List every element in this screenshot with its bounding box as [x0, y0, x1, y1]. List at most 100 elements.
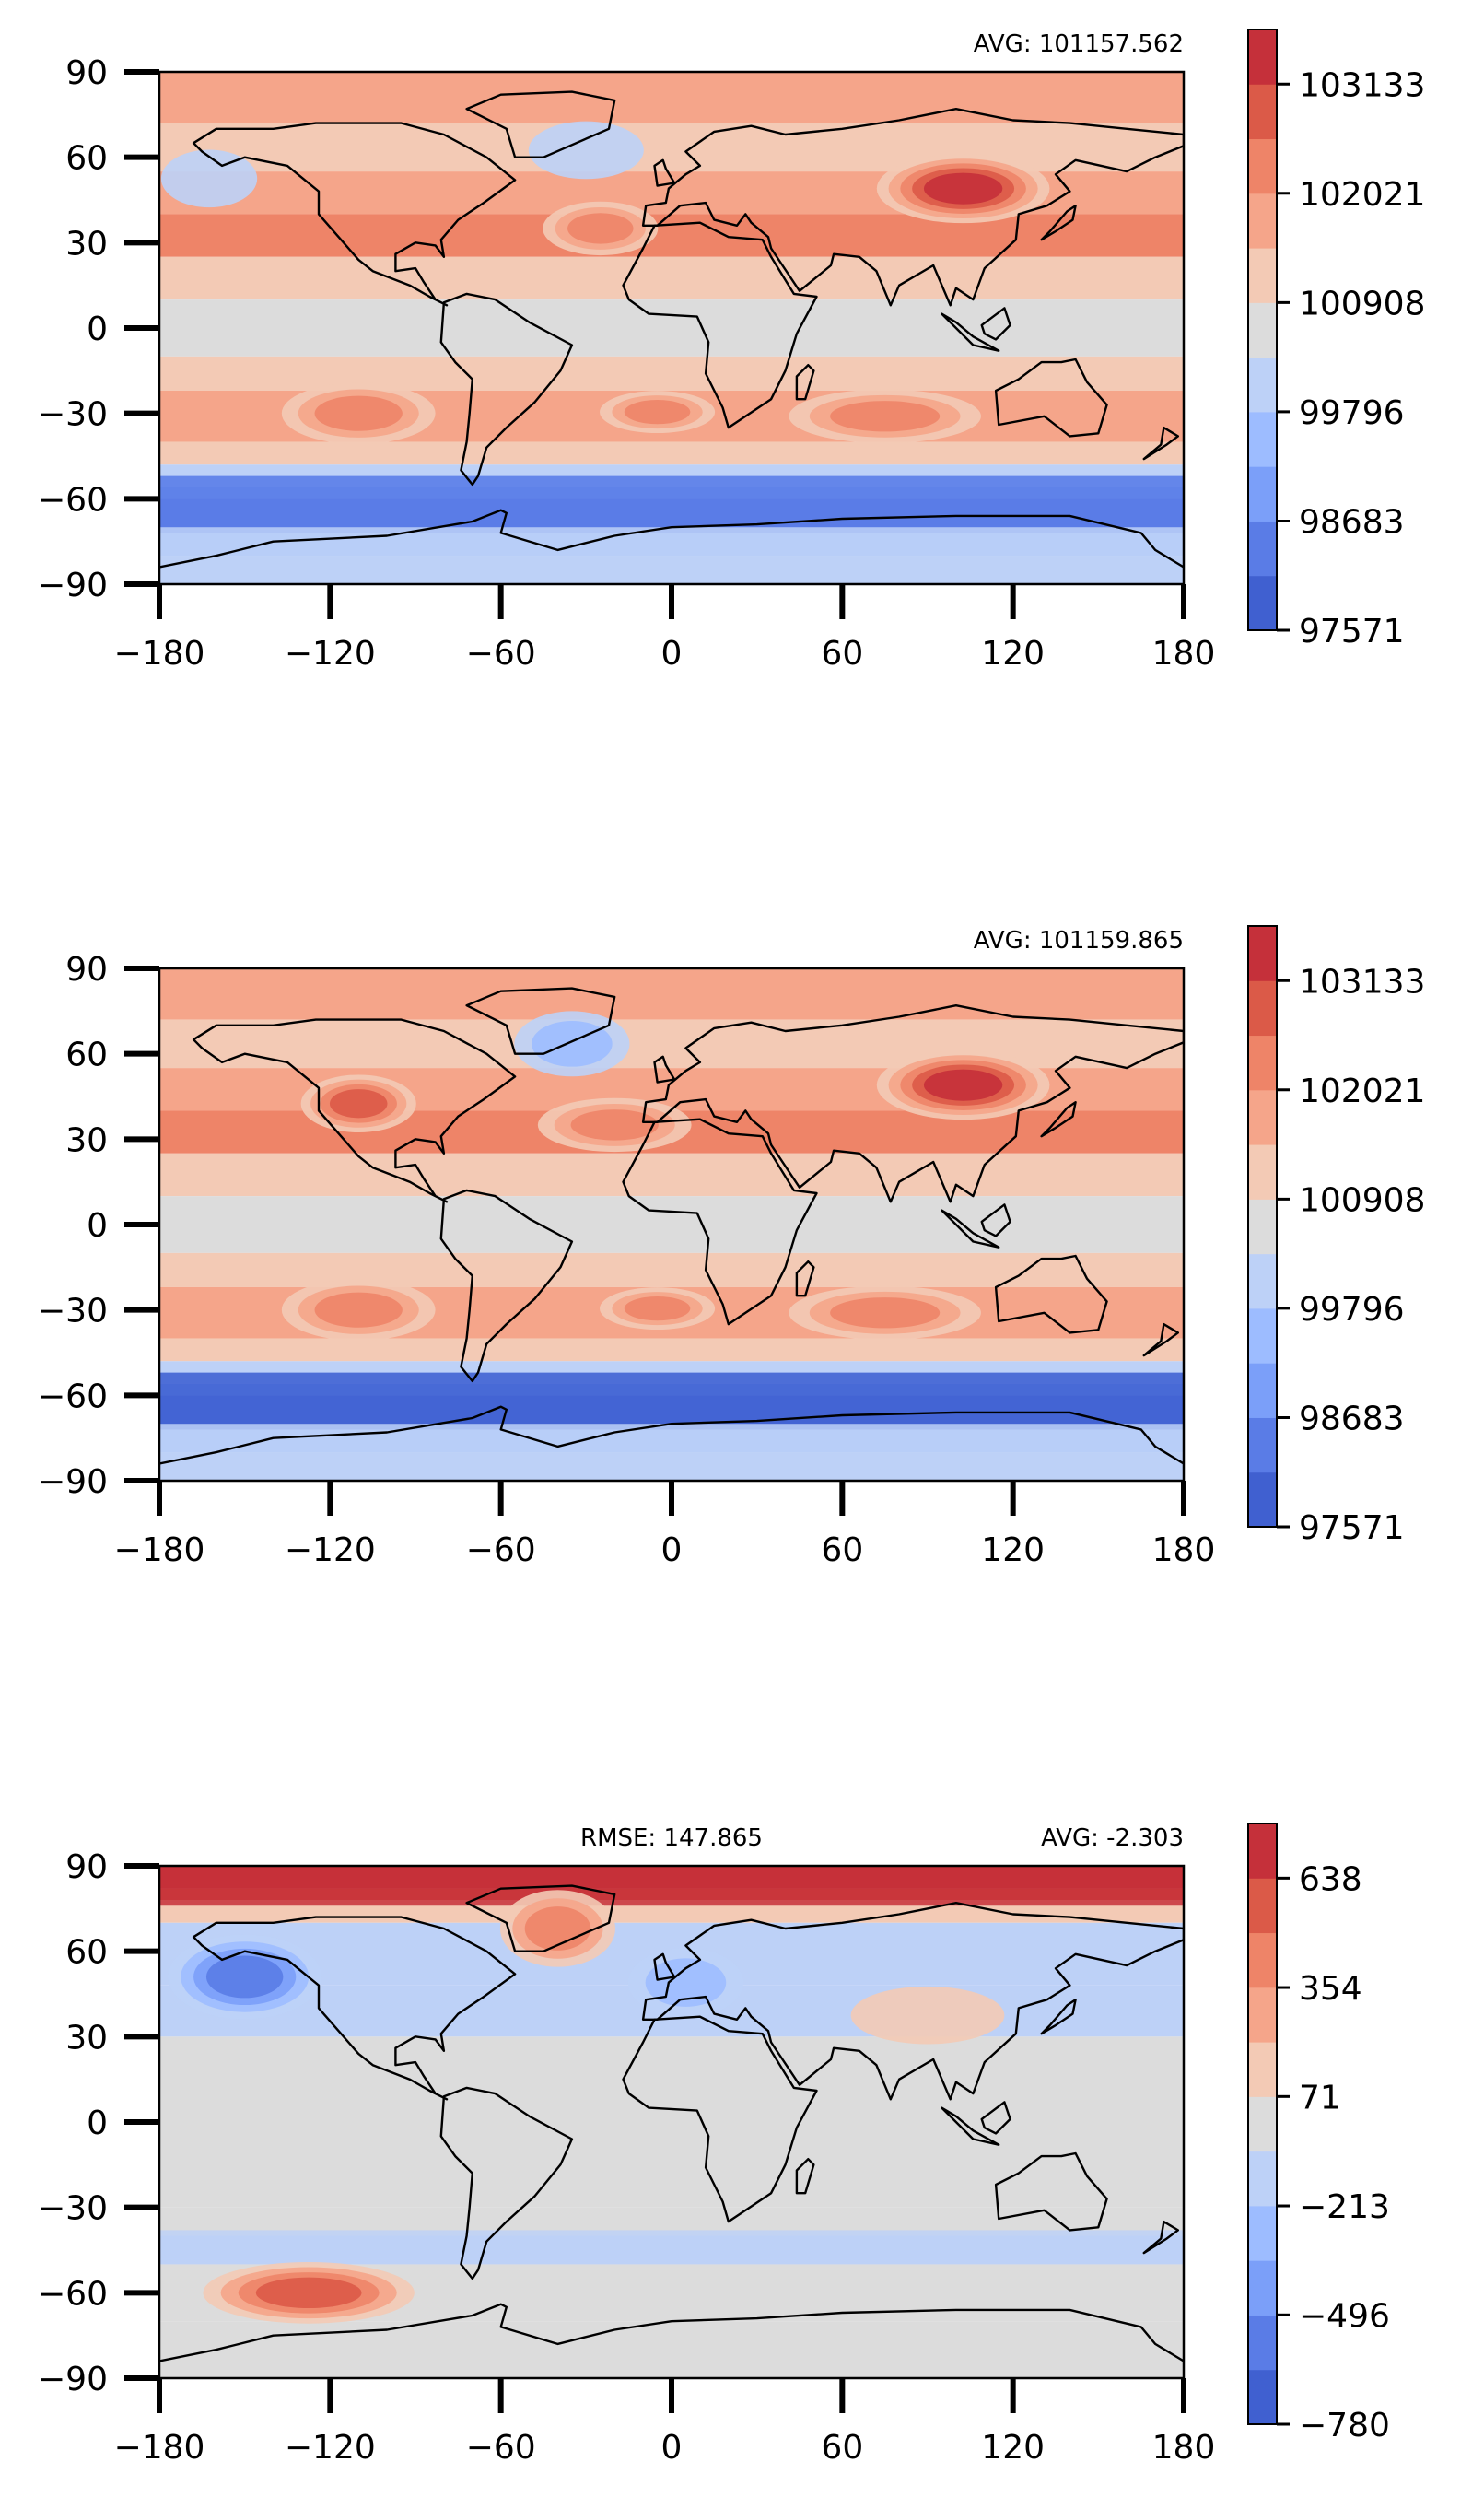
colorbar-tick-label: 103133 [1299, 66, 1425, 104]
colorbar-tick-label: 102021 [1299, 176, 1425, 214]
colorbar-segment [1248, 1363, 1277, 1418]
colorbar-segment [1248, 1307, 1277, 1364]
colorbar-tick-label: 638 [1299, 1860, 1362, 1898]
x-tick-label: −120 [285, 2429, 376, 2467]
contour-siberian-high [923, 1069, 1003, 1101]
colorbar-segment [1248, 521, 1277, 577]
colorbar-segment [1248, 926, 1277, 981]
y-tick-label: 90 [65, 951, 108, 989]
colorbar-segment [1248, 2315, 1277, 2371]
contour-north-america-high [329, 1089, 388, 1119]
contour-antarctica [159, 1424, 1184, 1481]
y-tick-label: −30 [38, 1293, 108, 1331]
y-tick-label: −90 [38, 567, 108, 604]
x-tick-label: −60 [466, 1531, 536, 1569]
x-tick-label: −60 [466, 2429, 536, 2467]
avg-annotation: AVG: 101159.865 [974, 927, 1184, 955]
colorbar-segment [1248, 1417, 1277, 1473]
x-tick-label: 0 [661, 1531, 683, 1569]
y-tick-label: −60 [38, 2275, 108, 2313]
contour-azores-high [567, 213, 634, 244]
contour-southern-ocean-low [159, 475, 1184, 533]
coastline-new-zealand [1142, 426, 1180, 461]
contour-azores-high [570, 1109, 659, 1141]
colorbar-segment [1248, 1878, 1277, 1934]
y-tick-label: 0 [87, 311, 108, 348]
colorbar: 97571 98683 99796 100908 102021 103133 [1247, 29, 1425, 651]
contour-equatorial-band [159, 305, 1184, 351]
colorbar-tick-label: 99796 [1299, 1291, 1405, 1329]
coastline-uk [653, 158, 676, 187]
colorbar-segment [1248, 2205, 1277, 2261]
coastline-indonesia [941, 2106, 1000, 2146]
coastline-eurasia [641, 1901, 1184, 2101]
colorbar-segment [1248, 357, 1277, 413]
contour-band [159, 441, 1184, 465]
x-tick-label: 60 [821, 2429, 863, 2467]
x-tick-label: 120 [981, 2429, 1045, 2467]
x-tick-label: −180 [114, 2429, 205, 2467]
x-tick-label: 60 [821, 635, 863, 673]
coastline-indonesia [941, 312, 1000, 352]
contour-band [159, 1338, 1184, 1362]
coastline-north-america [192, 1916, 517, 2101]
contour-arctic-positive [159, 1866, 1184, 1906]
y-tick-label: 90 [65, 1848, 108, 1886]
colorbar-segment [1248, 1089, 1277, 1145]
colorbar-segment [1248, 1932, 1277, 1988]
y-tick-label: −30 [38, 2190, 108, 2228]
contour-band [159, 2036, 1184, 2208]
y-tick-label: 60 [65, 1037, 108, 1074]
colorbar-segment [1248, 411, 1277, 467]
x-tick-label: 60 [821, 1531, 863, 1569]
y-tick-label: 90 [65, 54, 108, 92]
coastline-uk [653, 1952, 676, 1981]
y-tick-label: −60 [38, 1378, 108, 1415]
contour-south-pacific-positive [255, 2277, 362, 2309]
y-tick-label: 0 [87, 1207, 108, 1245]
colorbar-tick-label: 100908 [1299, 1181, 1425, 1219]
coastline-madagascar [795, 1260, 815, 1297]
colorbar-segment [1248, 302, 1277, 358]
coastline-greenland [465, 90, 616, 158]
colorbar-tick-label: 98683 [1299, 503, 1405, 541]
y-tick-label: 60 [65, 140, 108, 178]
y-tick-label: −60 [38, 481, 108, 519]
x-tick-label: −120 [285, 635, 376, 673]
y-tick-label: 30 [65, 1121, 108, 1159]
colorbar-segment [1248, 2096, 1277, 2152]
x-tick-label: −120 [285, 1531, 376, 1569]
x-tick-label: −180 [114, 635, 205, 673]
colorbar-segment [1248, 2042, 1277, 2097]
map-panel-2: −180 −120 −60 0 60 120 180 90 60 30 0 −30 −60 −90 AVG:… [38, 925, 1425, 1569]
colorbar-segment [1248, 1144, 1277, 1200]
contour-field [159, 72, 1184, 584]
coastline-australia [994, 1254, 1108, 1334]
contour-iceland-low [532, 1021, 613, 1067]
coastline-south-america [439, 292, 574, 487]
contour-band [159, 123, 1184, 172]
map-panel-3: −180 −120 −60 0 60 120 180 90 60 30 0 −30 −60 −90 AVG:… [38, 1823, 1390, 2467]
coastline-borneo [980, 307, 1011, 341]
contour-band [159, 1153, 1184, 1197]
colorbar-segment [1248, 1035, 1277, 1091]
contour-band [159, 1019, 1184, 1069]
contour-south-indian-high [830, 401, 941, 432]
coastline-borneo [980, 2101, 1011, 2135]
colorbar-tick-label: 97571 [1299, 613, 1405, 651]
colorbar-segment [1248, 466, 1277, 522]
colorbar-segment [1248, 1823, 1277, 1879]
coastline-indonesia [941, 1209, 1000, 1249]
colorbar-frame [1247, 925, 1278, 1528]
colorbar-tick-label: 97571 [1299, 1509, 1405, 1547]
coastline-japan [1040, 1100, 1077, 1138]
contour-band [159, 214, 1184, 257]
rmse-annotation: RMSE: 147.865 [580, 1824, 763, 1852]
x-tick-label: −180 [114, 1531, 205, 1569]
contour-southern-negative-band [159, 2230, 1184, 2259]
y-tick-label: −30 [38, 396, 108, 434]
contour-south-indian-high [830, 1297, 941, 1329]
colorbar-frame [1247, 1823, 1278, 2425]
colorbar-segment [1248, 2151, 1277, 2207]
colorbar-segment [1248, 248, 1277, 303]
